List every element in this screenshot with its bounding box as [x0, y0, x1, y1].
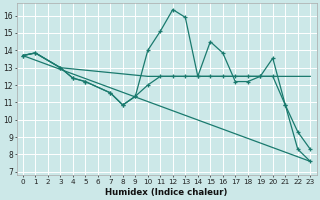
X-axis label: Humidex (Indice chaleur): Humidex (Indice chaleur) [105, 188, 228, 197]
